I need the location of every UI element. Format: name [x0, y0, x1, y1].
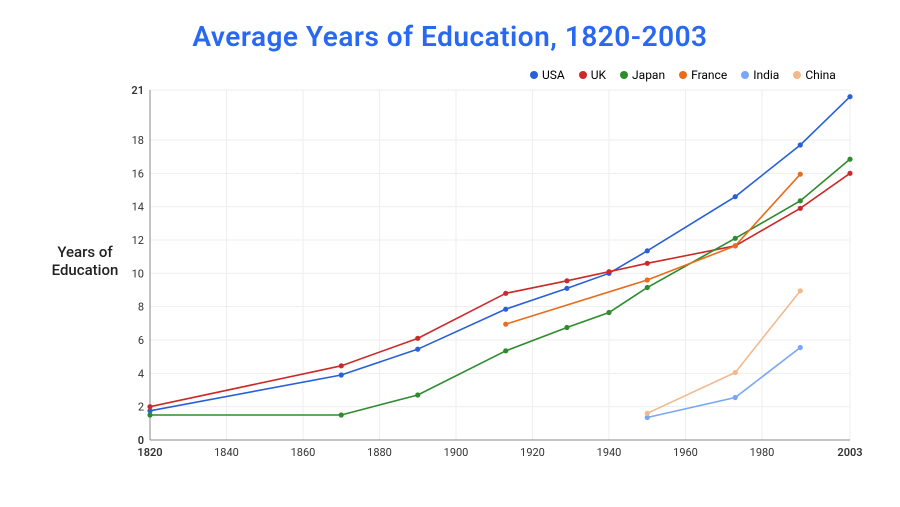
data-point: [733, 236, 738, 241]
data-point: [798, 288, 803, 293]
svg-text:4: 4: [138, 367, 144, 380]
data-point: [798, 198, 803, 203]
svg-text:1900: 1900: [444, 446, 469, 459]
svg-text:8: 8: [138, 301, 144, 314]
series-line: [150, 173, 850, 406]
data-point: [733, 194, 738, 199]
data-point: [503, 307, 508, 312]
data-point: [733, 243, 738, 248]
data-point: [798, 142, 803, 147]
svg-text:14: 14: [132, 201, 144, 214]
svg-text:1820: 1820: [137, 446, 162, 459]
data-point: [733, 370, 738, 375]
svg-text:18: 18: [132, 134, 144, 147]
data-point: [733, 395, 738, 400]
data-point: [645, 277, 650, 282]
svg-text:21: 21: [131, 84, 144, 97]
data-point: [645, 248, 650, 253]
series-line: [506, 174, 801, 324]
data-point: [798, 172, 803, 177]
svg-text:6: 6: [138, 334, 144, 347]
data-point: [798, 345, 803, 350]
data-point: [564, 278, 569, 283]
data-point: [339, 372, 344, 377]
data-point: [564, 325, 569, 330]
data-point: [503, 322, 508, 327]
data-point: [798, 206, 803, 211]
data-point: [606, 310, 611, 315]
data-point: [415, 336, 420, 341]
svg-text:2003: 2003: [837, 446, 862, 459]
svg-text:1980: 1980: [750, 446, 775, 459]
series-line: [150, 159, 850, 415]
data-point: [503, 348, 508, 353]
data-point: [147, 412, 152, 417]
data-point: [564, 286, 569, 291]
data-point: [415, 347, 420, 352]
data-point: [847, 171, 852, 176]
svg-text:1860: 1860: [291, 446, 316, 459]
data-point: [847, 157, 852, 162]
data-point: [645, 411, 650, 416]
data-point: [147, 404, 152, 409]
data-point: [339, 363, 344, 368]
series-line: [150, 97, 850, 411]
data-point: [503, 291, 508, 296]
svg-text:1960: 1960: [673, 446, 698, 459]
data-point: [415, 392, 420, 397]
svg-text:1880: 1880: [367, 446, 392, 459]
data-point: [339, 412, 344, 417]
data-point: [606, 269, 611, 274]
svg-text:1940: 1940: [597, 446, 622, 459]
data-point: [645, 261, 650, 266]
svg-text:1840: 1840: [214, 446, 239, 459]
chart-plot: 0246810121416182118201840186018801900192…: [0, 0, 900, 507]
svg-text:2: 2: [138, 401, 144, 414]
data-point: [645, 285, 650, 290]
data-point: [847, 94, 852, 99]
series-line: [647, 291, 800, 414]
svg-text:10: 10: [132, 267, 144, 280]
svg-text:12: 12: [132, 234, 144, 247]
svg-text:16: 16: [132, 167, 144, 180]
svg-text:1920: 1920: [520, 446, 545, 459]
